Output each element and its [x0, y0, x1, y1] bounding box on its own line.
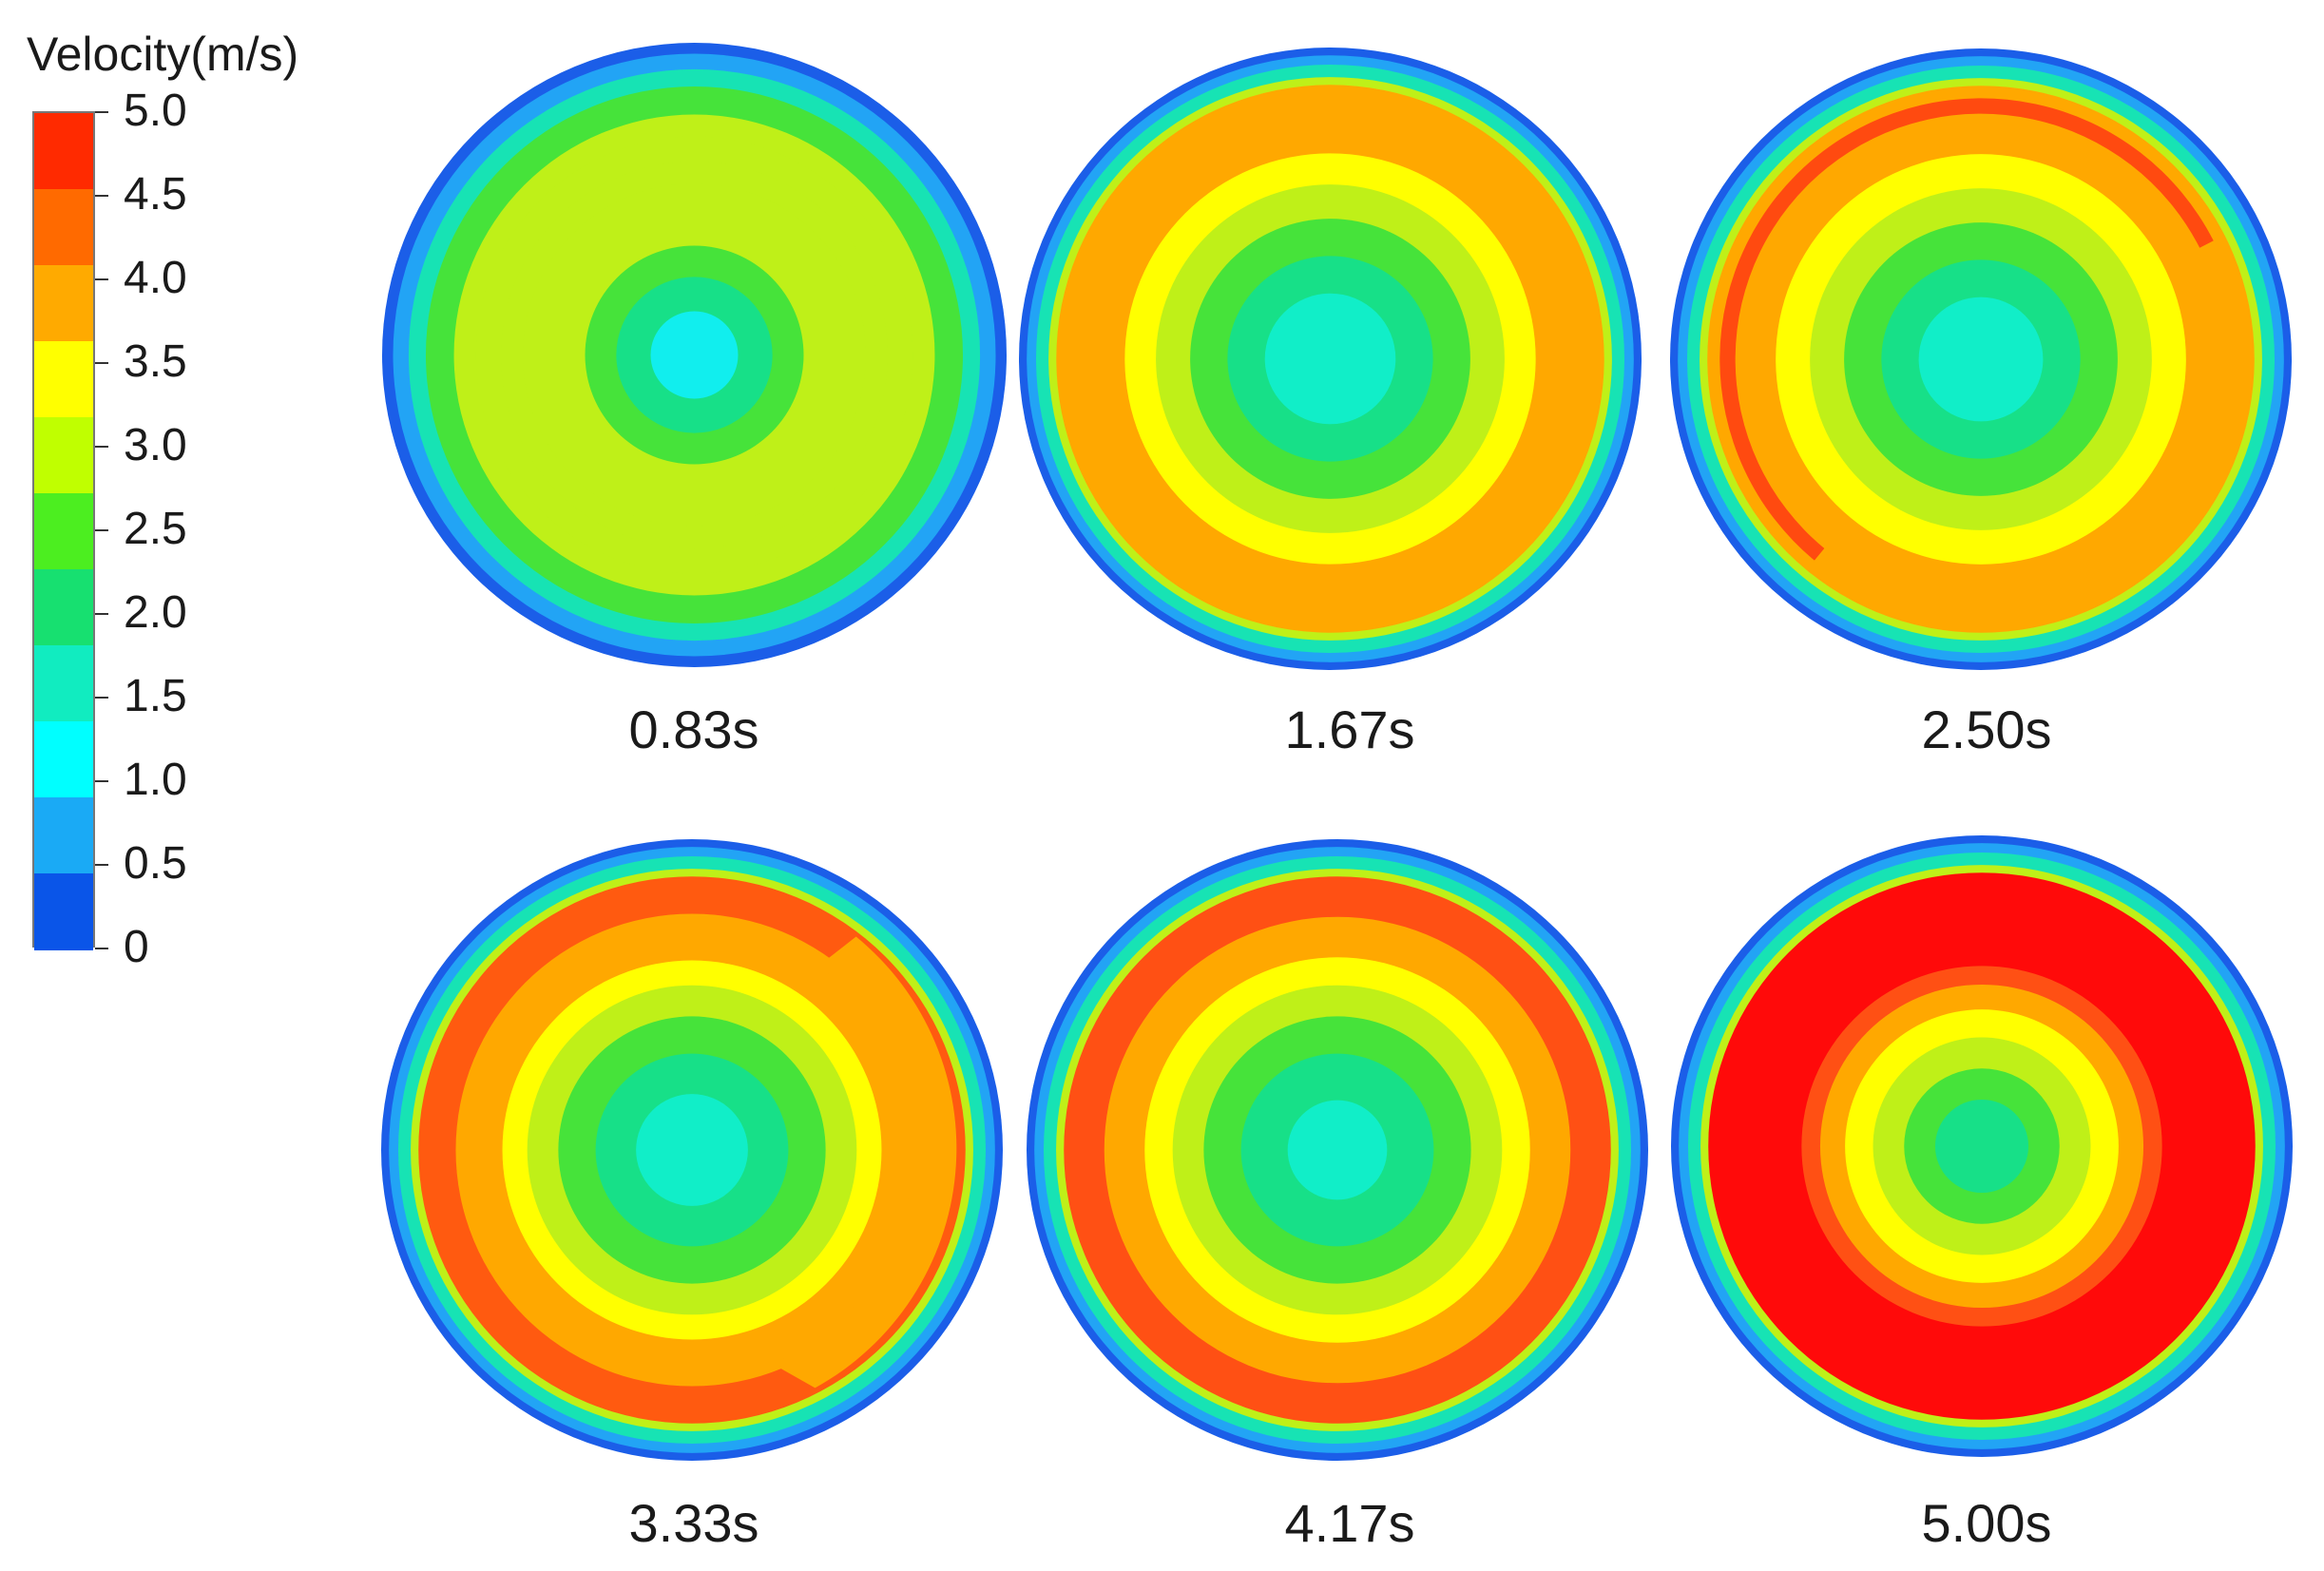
legend-tick-label: 4.0 — [124, 253, 187, 303]
legend-band — [34, 873, 93, 950]
legend-band — [34, 341, 93, 418]
legend-tick-mark — [95, 613, 108, 615]
contour-band — [1264, 293, 1396, 425]
legend-tick-label: 2.0 — [124, 587, 187, 638]
legend-title: Velocity(m/s) — [27, 28, 299, 81]
legend-tick-mark — [95, 529, 108, 531]
legend-tick-label: 3.0 — [124, 420, 187, 470]
legend-tick-mark — [95, 697, 108, 699]
contour-band — [636, 1094, 748, 1206]
legend-band — [34, 569, 93, 646]
time-label: 0.83s — [628, 699, 759, 759]
time-label: 4.17s — [1284, 1493, 1415, 1553]
legend-tick-mark — [95, 446, 108, 448]
legend-tick-mark — [95, 195, 108, 197]
contour-panel-4 — [1027, 839, 1648, 1461]
contour-panel-5 — [1671, 835, 2293, 1457]
legend-tick-mark — [95, 278, 108, 280]
contour-streak — [772, 936, 957, 1389]
time-label: 5.00s — [1921, 1493, 2052, 1553]
contour-panel-3 — [381, 839, 1003, 1461]
legend-band — [34, 417, 93, 494]
contour-band — [1918, 297, 2044, 422]
legend-tick-label: 4.5 — [124, 169, 187, 220]
legend-tick-mark — [95, 864, 108, 866]
legend-band — [34, 265, 93, 342]
contour-panel-2 — [1670, 48, 2292, 670]
legend-tick-label: 1.0 — [124, 755, 187, 805]
legend-tick-mark — [95, 948, 108, 949]
legend-tick-label: 0.5 — [124, 838, 187, 889]
legend-tick-label: 1.5 — [124, 671, 187, 721]
contour-band — [650, 311, 739, 399]
legend-band — [34, 189, 93, 266]
legend-band — [34, 113, 93, 190]
contour-panel-0 — [382, 43, 1007, 667]
contour-band — [1287, 1100, 1388, 1200]
contour-panel-1 — [1019, 48, 1642, 670]
legend-tick-mark — [95, 780, 108, 782]
legend-tick-mark — [95, 111, 108, 113]
legend-tick-label: 0 — [124, 922, 149, 972]
time-label: 2.50s — [1921, 699, 2052, 759]
legend-tick-mark — [95, 362, 108, 364]
legend-band — [34, 493, 93, 570]
legend-colorbar — [32, 111, 95, 950]
contour-band — [1934, 1099, 2029, 1194]
time-label: 1.67s — [1284, 699, 1415, 759]
legend-tick-label: 2.5 — [124, 504, 187, 554]
legend-band — [34, 645, 93, 722]
legend-tick-label: 3.5 — [124, 336, 187, 387]
legend-band — [34, 797, 93, 874]
time-label: 3.33s — [628, 1493, 759, 1553]
legend-band — [34, 721, 93, 798]
legend-tick-label: 5.0 — [124, 86, 187, 136]
